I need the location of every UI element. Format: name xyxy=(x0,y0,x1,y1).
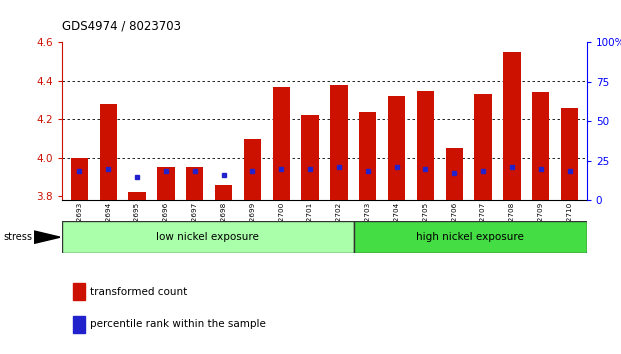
Bar xyxy=(62,221,353,253)
Bar xyxy=(474,95,492,200)
Bar xyxy=(330,85,348,200)
Bar xyxy=(359,112,376,200)
Bar xyxy=(532,92,550,200)
Text: stress: stress xyxy=(3,232,32,242)
Bar xyxy=(273,87,290,200)
Bar xyxy=(71,158,88,200)
Bar xyxy=(186,167,203,200)
Bar xyxy=(388,96,405,200)
Bar xyxy=(417,91,434,200)
Text: transformed count: transformed count xyxy=(90,287,187,297)
Bar xyxy=(445,148,463,200)
Text: low nickel exposure: low nickel exposure xyxy=(156,232,260,242)
Bar xyxy=(129,192,146,200)
Text: GDS4974 / 8023703: GDS4974 / 8023703 xyxy=(62,19,181,33)
Bar xyxy=(99,104,117,200)
Text: percentile rank within the sample: percentile rank within the sample xyxy=(90,319,266,329)
Bar xyxy=(73,316,84,333)
Bar xyxy=(503,52,520,200)
Text: high nickel exposure: high nickel exposure xyxy=(416,232,524,242)
Bar xyxy=(73,283,84,300)
Bar xyxy=(561,108,578,200)
Bar xyxy=(353,221,587,253)
Polygon shape xyxy=(34,231,60,244)
Bar xyxy=(243,138,261,200)
Bar xyxy=(215,185,232,200)
Bar xyxy=(301,115,319,200)
Bar xyxy=(157,167,175,200)
